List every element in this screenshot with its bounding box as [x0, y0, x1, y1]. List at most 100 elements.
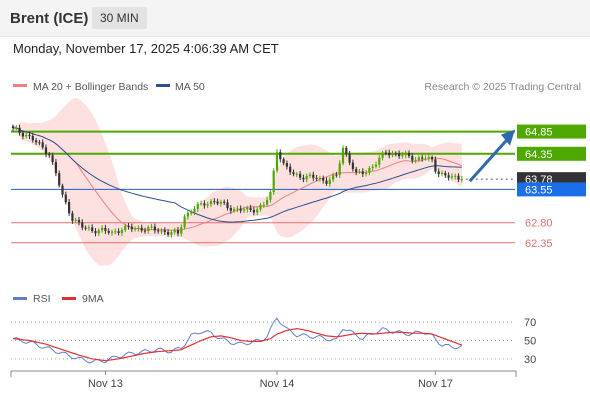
candle-body [68, 202, 71, 214]
candle-body [457, 175, 460, 180]
candle-body [147, 227, 150, 231]
candle-body [308, 174, 312, 176]
candle-body [170, 232, 173, 235]
candle-body [266, 199, 269, 205]
candle-body [163, 230, 166, 233]
candle-body [318, 178, 321, 180]
candle-body [355, 169, 358, 173]
candle-body [388, 152, 391, 156]
candle-body [114, 231, 117, 233]
candle-body [233, 209, 236, 211]
candle-body [173, 230, 176, 233]
candle-body [143, 230, 147, 232]
candle-body [269, 191, 272, 200]
candle-body [229, 207, 232, 211]
candle-body [15, 127, 18, 129]
ma20-legend-label: MA 20 + Bollinger Bands [33, 81, 148, 93]
candle-body [120, 230, 123, 233]
candle-body [134, 228, 137, 230]
candle-body [110, 231, 114, 233]
time-tick-label: Nov 14 [260, 378, 295, 390]
candle-body [226, 202, 229, 208]
candle-body [262, 204, 265, 206]
candle-body [31, 135, 34, 141]
candle-body [239, 208, 242, 211]
candle-body [21, 132, 24, 137]
candle-body [193, 208, 196, 213]
timeframe-badge[interactable]: 30 MIN [92, 7, 147, 29]
candle-body [91, 227, 94, 232]
candle-body [358, 171, 361, 173]
candle-body [371, 166, 374, 168]
candle-body [216, 201, 219, 204]
candle-body [285, 163, 288, 167]
candle-body [404, 152, 407, 156]
candle-body [140, 227, 143, 231]
candle-body [213, 201, 216, 203]
candle-body [348, 153, 351, 163]
candle-body [74, 219, 77, 221]
candle-body [407, 152, 411, 157]
candle-body [130, 226, 133, 230]
candle-body [44, 147, 48, 154]
candle-body [275, 152, 279, 171]
candle-body [351, 162, 354, 170]
candle-body [64, 194, 67, 203]
candle-body [295, 173, 298, 175]
candle-body [421, 157, 424, 159]
rsi-line [12, 317, 463, 364]
candle-body [186, 212, 189, 217]
candle-body [160, 230, 163, 232]
candle-body [345, 147, 348, 154]
candle-body [28, 134, 31, 136]
level-tag-64.85 [517, 124, 586, 139]
candle-body [81, 222, 84, 228]
candle-body [381, 152, 384, 158]
candle-body [312, 174, 315, 178]
ma50-legend-swatch [156, 84, 170, 87]
rsi-legend-swatch [13, 297, 27, 300]
candle-body [384, 152, 387, 154]
candle-body [427, 157, 430, 159]
level-label-63.55: 63.55 [525, 184, 553, 196]
candle-body [338, 163, 341, 175]
candle-body [259, 204, 262, 210]
candle-body [137, 227, 140, 229]
candle-body [332, 174, 335, 180]
candle-body [378, 157, 381, 165]
time-tick-label: Nov 13 [88, 378, 123, 390]
candle-body [374, 164, 378, 167]
candle-body [434, 159, 437, 172]
ma20-legend-swatch [13, 84, 27, 87]
candle-body [124, 225, 127, 231]
candle-body [25, 134, 28, 137]
candle-body [209, 201, 213, 205]
chart-header: Brent (ICE) 30 MIN [0, 0, 590, 37]
level-label-64.35: 64.35 [525, 149, 553, 161]
candle-body [203, 203, 206, 206]
candle-body [223, 201, 226, 203]
candle-body [242, 209, 246, 211]
candle-body [127, 225, 130, 227]
time-axis: Nov 13 Nov 14 Nov 17 [10, 370, 517, 390]
candle-body [38, 142, 41, 144]
candle-body [328, 179, 331, 184]
level-tag-63.55 [517, 182, 586, 197]
level-label-62.35: 62.35 [525, 238, 553, 250]
candle-body [444, 173, 447, 176]
rsi-legend-label: RSI [33, 293, 51, 305]
candle-body [299, 173, 302, 178]
candle-body [450, 176, 453, 178]
candle-body [97, 230, 100, 234]
candle-body [368, 167, 371, 173]
candle-body [256, 209, 259, 213]
candle-body [41, 142, 44, 148]
bollinger-bands [13, 97, 462, 266]
ma50-legend-label: MA 50 [175, 81, 205, 93]
candle-body [401, 155, 404, 157]
price-legend: MA 20 + Bollinger Bands MA 50 [13, 81, 205, 93]
candle-body [176, 230, 180, 234]
level-label-62.80: 62.80 [525, 218, 553, 230]
chart-timestamp: Monday, November 17, 2025 4:06:39 AM CET [13, 41, 279, 56]
candle-body [94, 231, 97, 234]
